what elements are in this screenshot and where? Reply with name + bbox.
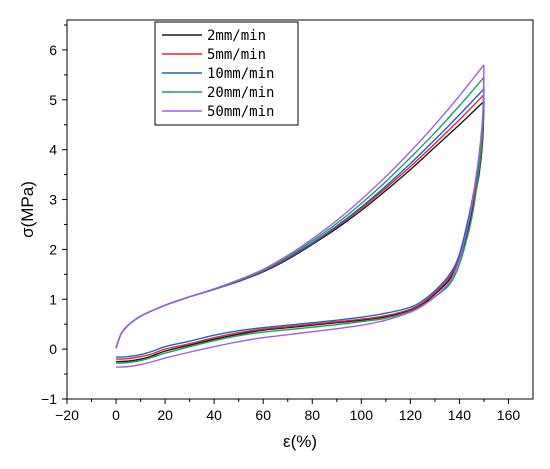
legend-label: 10mm/min [207, 66, 274, 82]
x-tick-label: 160 [497, 407, 521, 423]
x-tick-label: 0 [112, 407, 120, 423]
legend: 2mm/min 5mm/min 10mm/min 20mm/min 50mm/min [154, 21, 299, 126]
series-line-50mm-min-unloading [116, 64, 485, 368]
legend-label: 2mm/min [207, 28, 266, 44]
x-tick-label: −20 [55, 407, 79, 423]
y-tick-label: 3 [49, 192, 57, 208]
x-tick-label: 120 [399, 407, 423, 423]
series-line-5mm-min-loading [115, 94, 485, 349]
legend-label: 5mm/min [207, 47, 266, 63]
x-tick-label: 40 [206, 407, 222, 423]
x-tick-label: 80 [304, 407, 320, 423]
plot-frame [66, 19, 534, 400]
legend-label: 20mm/min [207, 85, 274, 101]
y-tick-label: 2 [49, 241, 57, 257]
series-line-50mm-min-loading [115, 64, 485, 349]
x-axis-title: ε(%) [283, 432, 317, 451]
legend-label: 50mm/min [207, 104, 274, 120]
y-tick-label: 6 [49, 42, 57, 58]
x-tick-label: 100 [350, 407, 374, 423]
y-tick-label: 4 [49, 142, 57, 158]
series-line-10mm-min-loading [115, 88, 485, 349]
series-line-2mm-min-unloading [116, 101, 485, 363]
x-tick-label: 60 [255, 407, 271, 423]
series-line-10mm-min-unloading [116, 88, 485, 358]
series-line-5mm-min-unloading [116, 94, 485, 360]
series-layer [115, 64, 485, 368]
y-axis-title: σ(MPa) [18, 181, 37, 238]
x-tick-label: 140 [448, 407, 472, 423]
series-line-20mm-min-unloading [116, 77, 485, 364]
axes-layer: −20 0 20 40 60 80 100 120 140 160 −1 0 1 2 3 4 5 6 [41, 24, 521, 423]
y-tick-label: 1 [49, 291, 57, 307]
y-tick-label: −1 [41, 391, 57, 407]
y-tick-label: 5 [49, 92, 57, 108]
x-tick-label: 20 [157, 407, 173, 423]
y-tick-label: 0 [49, 341, 57, 357]
